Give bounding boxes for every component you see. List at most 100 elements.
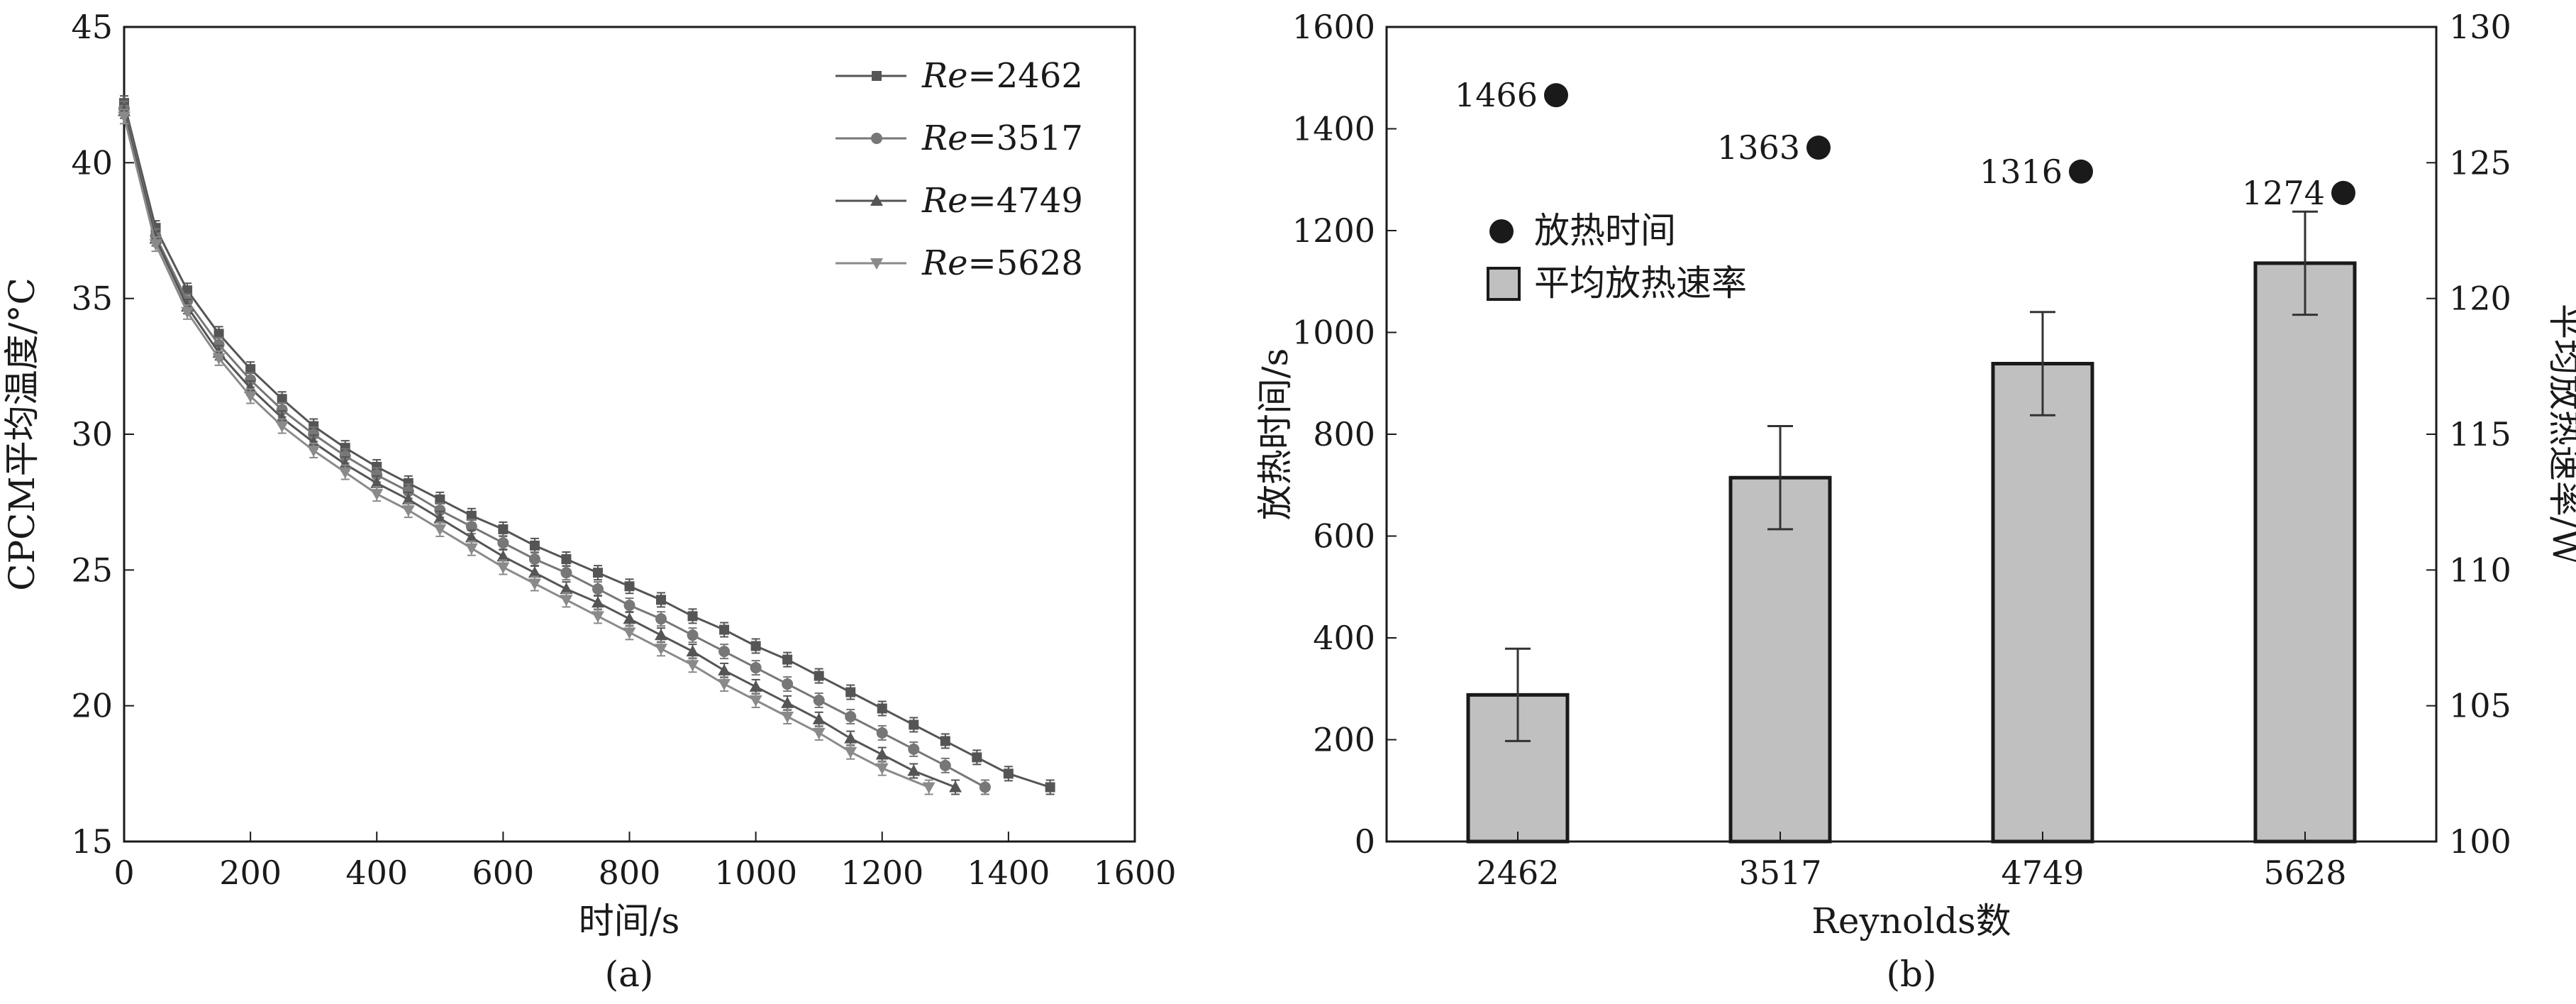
marker-triangle — [875, 748, 889, 760]
marker-square — [750, 641, 761, 651]
marker-square — [909, 719, 919, 730]
marker-triangle — [401, 492, 415, 504]
y-axis-label-b-right: 平均放热速率/W — [2545, 304, 2576, 566]
legend-label-prefix: Re — [921, 56, 968, 96]
series-path — [123, 116, 930, 788]
marker-circle — [871, 133, 882, 144]
legend-label-b: 平均放热速率 — [1534, 263, 1747, 304]
panel-a: 0 200 400 600 800 1000 1200 1400 1600 15 20 25 30 35… — [1, 8, 1177, 995]
marker-square — [814, 671, 824, 681]
marker-triangle — [749, 680, 762, 692]
y-tick-label-a: 25 — [71, 551, 113, 589]
x-tick-label-a: 800 — [599, 854, 661, 892]
marker-square — [277, 394, 287, 404]
y-tick-label-b-right: 115 — [2449, 415, 2511, 453]
marker-triangle-down — [496, 562, 510, 574]
marker-square — [182, 285, 193, 296]
marker-triangle — [560, 583, 573, 595]
x-tick-label-b: 4749 — [2001, 854, 2084, 892]
y-tick-label-b-left: 400 — [1313, 619, 1375, 657]
marker-triangle-down — [118, 111, 131, 123]
marker-circle — [276, 404, 288, 416]
marker-circle — [876, 727, 888, 739]
y-tick-label-a: 40 — [71, 143, 113, 182]
marker-square — [592, 568, 603, 578]
scatter-group-b: 1466 1363 1316 1274 — [1455, 76, 2355, 212]
marker-circle — [434, 504, 446, 517]
y-tick-label-b-right: 125 — [2449, 143, 2511, 182]
data-label: 1274 — [2242, 174, 2325, 212]
bar — [1991, 362, 2094, 844]
marker-triangle-down — [812, 727, 826, 739]
marker-square — [403, 478, 413, 488]
marker-triangle — [781, 696, 794, 708]
marker-square — [466, 510, 477, 521]
legend-label-a: Re=4749 — [921, 181, 1083, 221]
marker-triangle-down — [307, 445, 321, 457]
y-tick-label-b-right: 100 — [2449, 822, 2511, 861]
marker-triangle — [275, 412, 289, 424]
marker-triangle-down — [181, 307, 194, 319]
data-label: 1363 — [1717, 128, 1800, 167]
y-axis-label-a: CPCM平均温度/°C — [1, 277, 43, 590]
marker-square — [719, 624, 730, 635]
marker-triangle — [465, 531, 478, 543]
y-tick-label-a: 20 — [71, 687, 113, 725]
y-tick-label-b-left: 800 — [1313, 415, 1375, 453]
y-tick-label-b-right: 105 — [2449, 687, 2511, 725]
marker-triangle-down — [433, 524, 447, 536]
marker-square — [309, 421, 319, 431]
marker-circle — [560, 567, 572, 579]
legend-label-b: 放热时间 — [1534, 210, 1676, 251]
x-tick-label-a: 1000 — [714, 854, 797, 892]
series-path — [123, 108, 986, 788]
marker-triangle — [907, 764, 921, 776]
legend-label-prefix: Re — [921, 181, 968, 221]
y-tick-label-b-left: 1400 — [1292, 110, 1375, 148]
marker-circle — [402, 485, 414, 497]
series-path — [123, 111, 956, 788]
y-axis-label-b-left: 放热时间/s — [1255, 348, 1296, 521]
bar — [2253, 261, 2357, 844]
legend-label-a: Re=2462 — [921, 56, 1083, 96]
y-tick-label-a: 30 — [71, 415, 113, 453]
marker-square — [1045, 782, 1055, 793]
marker-triangle-down — [212, 353, 226, 365]
marker-circle — [750, 662, 762, 674]
series-line-3 — [118, 109, 936, 795]
marker-square — [529, 540, 540, 551]
marker-triangle — [655, 629, 668, 641]
marker-triangle — [433, 512, 447, 524]
data-label: 1316 — [1980, 153, 2063, 191]
x-tick-label-b: 3517 — [1738, 854, 1821, 892]
y-axis-ticks-a: 15 20 25 30 35 40 45 — [71, 8, 134, 861]
marker-square — [435, 494, 445, 504]
marker-square — [213, 329, 224, 339]
marker-circle — [308, 429, 320, 440]
marker-circle — [655, 613, 667, 625]
scatter-point — [1544, 83, 1568, 108]
marker-circle — [623, 600, 635, 612]
y-axis-ticks-b-left: 0 200 400 600 800 1000 1200 1400 1600 — [1292, 8, 1397, 861]
marker-triangle — [338, 458, 352, 470]
legend-label-prefix: Re — [921, 243, 968, 283]
x-axis-ticks-b: 2462 3517 4749 5628 — [1476, 832, 2347, 892]
scatter-point — [2069, 159, 2093, 184]
x-tick-label-a: 0 — [113, 854, 134, 892]
series-group-a — [118, 95, 1055, 795]
marker-circle — [371, 469, 383, 481]
marker-circle — [939, 759, 951, 771]
series-line-0 — [119, 95, 1055, 795]
marker-circle — [813, 695, 825, 707]
y-tick-label-b-left: 1200 — [1292, 211, 1375, 250]
series-line-1 — [118, 100, 991, 795]
marker-triangle-down — [875, 763, 889, 775]
marker-triangle-down — [686, 660, 699, 672]
marker-triangle-down — [149, 239, 162, 251]
marker-circle — [592, 583, 604, 595]
y-tick-label-b-left: 1600 — [1292, 8, 1375, 46]
